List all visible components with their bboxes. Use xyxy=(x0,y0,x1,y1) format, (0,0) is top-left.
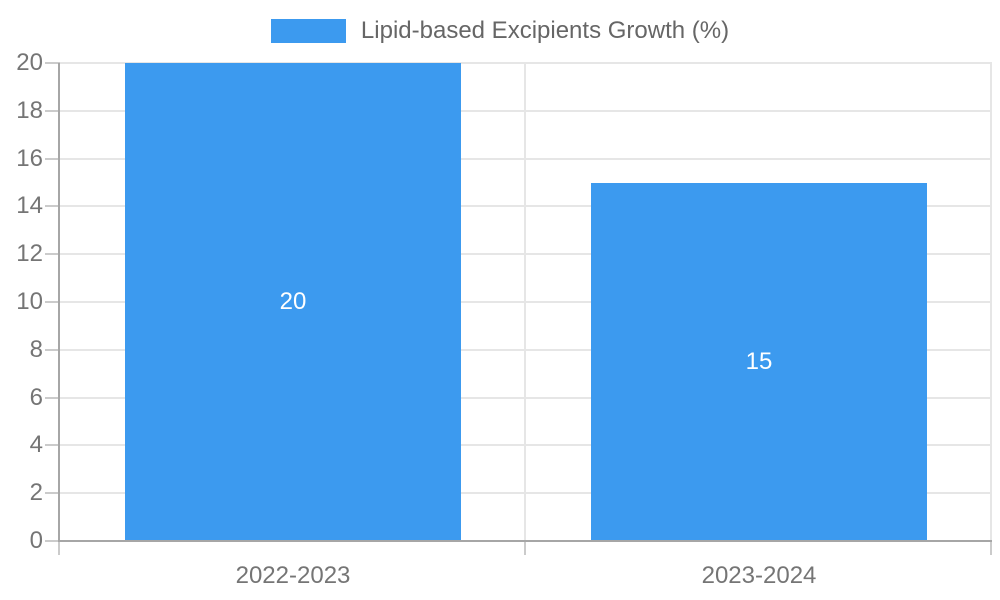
bar-2022-2023[interactable] xyxy=(125,63,461,540)
gridline-horizontal xyxy=(60,492,992,495)
gridline-horizontal xyxy=(60,253,992,256)
y-tick-label: 8 xyxy=(29,335,43,363)
y-tick-label: 10 xyxy=(16,288,43,315)
y-tick-label: 0 xyxy=(29,527,43,554)
gridline-horizontal xyxy=(60,62,992,64)
legend-swatch xyxy=(270,19,346,43)
legend-label: Lipid-based Excipients Growth (%) xyxy=(360,17,730,44)
y-tick-label: 14 xyxy=(16,192,43,220)
y-axis-tick-mark xyxy=(45,540,60,542)
y-tick-label: 2 xyxy=(29,479,43,507)
y-tick-label: 20 xyxy=(16,49,43,76)
bar-value-label: 20 xyxy=(279,288,307,315)
bar-value-label: 15 xyxy=(745,347,773,375)
x-axis-tick-mark xyxy=(990,541,992,555)
y-axis-tick-mark xyxy=(45,444,60,447)
gridline-vertical xyxy=(990,63,992,541)
gridline-horizontal xyxy=(60,109,992,112)
gridline-horizontal xyxy=(60,301,992,303)
y-tick-label: 12 xyxy=(16,240,43,268)
y-axis-tick-mark xyxy=(45,253,60,256)
bar-2023-2024[interactable] xyxy=(591,182,927,540)
legend[interactable]: Lipid-based Excipients Growth (%) xyxy=(0,19,1000,43)
y-tick-label: 4 xyxy=(29,431,43,459)
y-axis-tick-mark xyxy=(45,157,60,160)
y-axis-tick-mark xyxy=(45,492,60,495)
x-category-label: 2023-2024 xyxy=(701,562,817,589)
y-axis-line xyxy=(58,63,60,541)
y-axis-tick-mark xyxy=(45,205,60,208)
y-tick-label: 16 xyxy=(16,144,43,172)
gridline-horizontal xyxy=(60,205,992,208)
y-axis-tick-mark xyxy=(45,396,60,399)
gridline-horizontal xyxy=(60,348,992,351)
x-category-label: 2022-2023 xyxy=(235,562,351,589)
gridline-horizontal xyxy=(60,444,992,447)
x-axis-tick-mark xyxy=(524,541,526,555)
x-axis-line xyxy=(58,540,992,542)
y-tick-label: 6 xyxy=(29,383,43,411)
x-axis-tick-mark xyxy=(58,541,60,555)
gridline-vertical xyxy=(524,63,526,541)
y-axis-tick-mark xyxy=(45,301,60,303)
y-axis-tick-mark xyxy=(45,62,60,64)
y-axis-tick-mark xyxy=(45,109,60,112)
gridline-horizontal xyxy=(60,157,992,160)
y-tick-label: 18 xyxy=(16,96,43,124)
gridline-horizontal xyxy=(60,396,992,399)
y-axis-tick-mark xyxy=(45,348,60,351)
